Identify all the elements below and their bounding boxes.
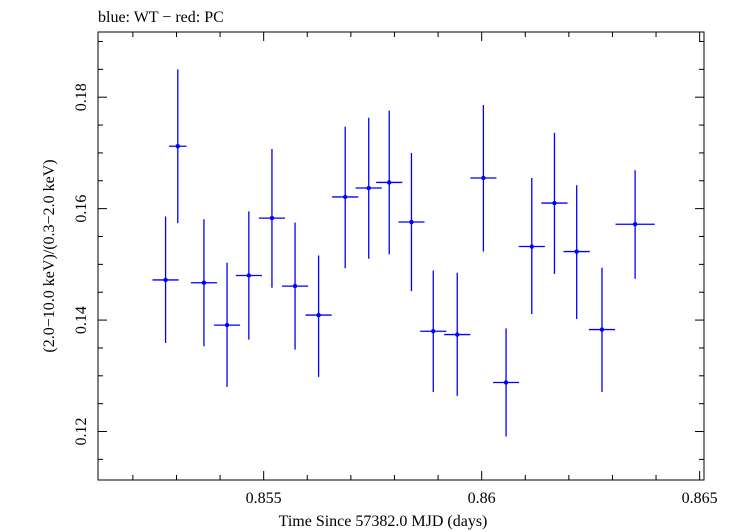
point-marker <box>269 215 275 221</box>
y-tick-label: 0.14 <box>73 306 90 334</box>
data-point <box>444 272 471 396</box>
data-point <box>398 152 425 292</box>
x-tick-label: 0.86 <box>468 490 496 507</box>
point-marker <box>224 322 230 328</box>
data-point <box>281 222 309 350</box>
data-point <box>305 255 332 377</box>
point-marker <box>409 219 414 225</box>
data-point <box>518 177 545 314</box>
data-point <box>615 170 655 279</box>
data-point <box>355 117 382 259</box>
data-point <box>563 185 590 319</box>
point-marker <box>292 283 298 289</box>
data-point <box>492 328 520 437</box>
point-marker <box>529 244 534 249</box>
point-marker <box>599 327 605 332</box>
x-tick-label: 0.855 <box>246 490 282 507</box>
x-tick-label: 0.865 <box>682 490 718 507</box>
y-tick-label: 0.18 <box>73 83 90 111</box>
point-marker <box>574 249 579 254</box>
y-axis-label: (2.0−10.0 keV)/(0.3−2.0 keV) <box>41 159 58 352</box>
data-point <box>258 149 286 288</box>
data-point <box>332 126 359 269</box>
data-point <box>470 104 497 252</box>
data-points <box>152 69 655 437</box>
plot-frame <box>97 31 705 481</box>
point-marker <box>366 185 371 191</box>
point-marker <box>387 180 392 185</box>
data-point <box>169 69 187 224</box>
point-marker <box>455 332 460 337</box>
data-point <box>190 219 218 347</box>
point-marker <box>503 380 509 385</box>
x-axis-ticks: 0.855 0.86 0.865 <box>132 32 718 507</box>
data-point <box>213 262 241 387</box>
point-marker <box>632 222 638 227</box>
point-marker <box>316 312 321 318</box>
point-marker <box>481 175 486 181</box>
data-point <box>541 132 568 274</box>
y-axis-ticks: 0.12 0.14 0.16 0.18 <box>73 40 704 460</box>
point-marker <box>431 329 436 334</box>
point-marker <box>201 280 207 285</box>
point-marker <box>342 194 348 200</box>
point-marker <box>163 277 168 283</box>
data-point <box>588 267 616 392</box>
point-marker <box>552 200 557 206</box>
y-tick-label: 0.12 <box>73 418 90 446</box>
data-point <box>420 270 447 392</box>
chart-title: blue: WT − red: PC <box>98 9 224 26</box>
x-axis-label: Time Since 57382.0 MJD (days) <box>279 513 488 530</box>
data-point <box>152 216 179 343</box>
point-marker <box>175 144 180 149</box>
data-point <box>376 110 403 255</box>
data-point <box>235 211 262 340</box>
point-marker <box>246 273 252 278</box>
y-tick-label: 0.16 <box>73 195 90 223</box>
